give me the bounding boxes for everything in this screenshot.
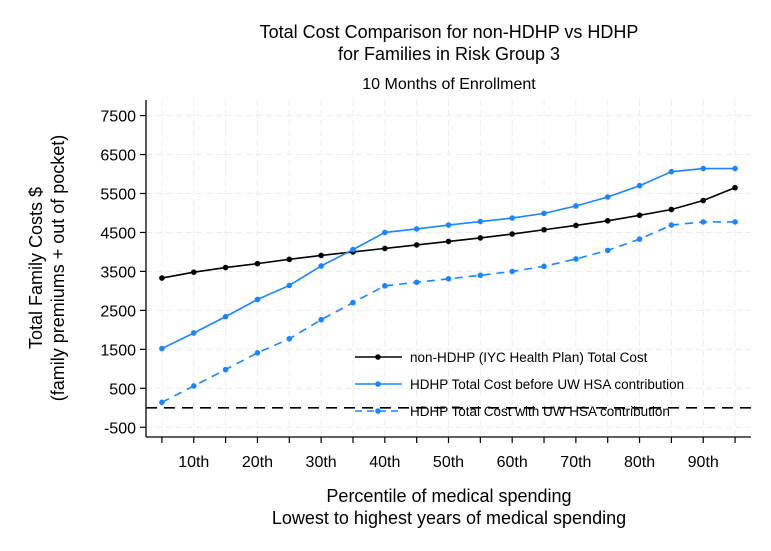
data-point — [445, 222, 452, 228]
x-tick-label: 60th — [497, 454, 528, 471]
legend-entry-hdhp-before-hsa: HDHP Total Cost before UW HSA contributi… — [355, 377, 684, 392]
data-point — [318, 263, 324, 269]
data-point — [413, 226, 420, 232]
y-tick-label: 500 — [109, 381, 136, 398]
data-point — [382, 245, 388, 252]
legend-label-hdhp-before-hsa: HDHP Total Cost before UW HSA contributi… — [410, 377, 684, 392]
data-point — [190, 269, 197, 276]
axes: -500 500 1500 2500 3500 4500 5500 6500 7500 10th 2… — [100, 100, 751, 471]
data-point — [350, 299, 356, 306]
data-point — [509, 215, 515, 221]
legend-entry-non-hdhp: non-HDHP (IYC Health Plan) Total Cost — [355, 350, 648, 365]
data-point — [413, 242, 420, 248]
data-point — [477, 218, 484, 225]
data-point — [732, 165, 738, 172]
y-tick-label: 2500 — [100, 303, 136, 320]
data-point — [541, 226, 547, 233]
data-point — [636, 182, 643, 189]
data-point — [604, 194, 611, 200]
x-tick-label: 40th — [369, 454, 400, 471]
data-point — [700, 197, 707, 204]
x-tick-label: 80th — [624, 454, 655, 471]
data-point — [732, 219, 738, 225]
data-point — [732, 184, 738, 191]
y-tick-label: 3500 — [100, 264, 136, 281]
grid-lines — [146, 100, 751, 437]
y-tick-label: 1500 — [100, 342, 136, 359]
data-point — [190, 330, 197, 336]
data-point — [636, 212, 643, 219]
data-point — [350, 246, 356, 253]
data-point — [477, 272, 484, 279]
data-point — [254, 260, 261, 267]
data-point — [286, 336, 293, 342]
data-point — [222, 264, 229, 271]
x-tick-label: 30th — [306, 454, 337, 471]
y-tick-label: -500 — [104, 420, 136, 437]
x-axis-label-line-1: Percentile of medical spending — [326, 486, 571, 506]
series-1 — [159, 165, 738, 352]
x-tick-label: 20th — [242, 454, 273, 471]
legend-entry-hdhp-with-hsa: HDHP Total Cost with UW HSA contribution — [355, 404, 670, 419]
data-point — [700, 219, 707, 225]
x-tick-label: 10th — [178, 454, 209, 471]
y-tick-label: 6500 — [100, 148, 136, 165]
data-point — [509, 231, 515, 237]
data-point — [286, 282, 293, 289]
chart-title-line-1: Total Cost Comparison for non-HDHP vs HD… — [260, 22, 639, 42]
data-point — [254, 350, 261, 356]
data-point — [541, 210, 547, 217]
legend-label-non-hdhp: non-HDHP (IYC Health Plan) Total Cost — [410, 350, 648, 365]
legend-label-hdhp-with-hsa: HDHP Total Cost with UW HSA contribution — [410, 404, 670, 419]
data-point — [286, 256, 293, 263]
data-point — [318, 252, 324, 259]
data-series — [159, 165, 738, 406]
data-point — [318, 316, 324, 323]
data-point — [159, 345, 165, 352]
data-point — [222, 313, 229, 320]
series-2 — [159, 219, 738, 406]
data-point — [604, 247, 611, 254]
x-axis-label-line-2: Lowest to highest years of medical spend… — [272, 508, 626, 528]
x-tick-label: 50th — [433, 454, 464, 471]
data-point — [222, 366, 229, 373]
data-point — [190, 383, 197, 389]
data-point — [382, 283, 388, 289]
chart-title-line-2: for Families in Risk Group 3 — [338, 44, 560, 64]
data-point — [573, 256, 579, 262]
y-tick-label: 4500 — [100, 225, 136, 242]
data-point — [668, 222, 675, 228]
x-tick-label: 90th — [688, 454, 719, 471]
data-point — [700, 165, 707, 172]
data-point — [668, 168, 675, 175]
chart-subtitle: 10 Months of Enrollment — [362, 76, 536, 93]
y-tick-label: 7500 — [100, 109, 136, 126]
data-point — [159, 275, 165, 281]
data-point — [668, 206, 675, 213]
data-point — [541, 263, 547, 270]
data-point — [159, 399, 165, 406]
y-tick-label: 5500 — [100, 187, 136, 204]
data-point — [573, 203, 579, 209]
x-tick-label: 70th — [560, 454, 591, 471]
data-point — [573, 222, 579, 229]
data-point — [254, 296, 261, 303]
data-point — [445, 238, 452, 245]
data-point — [445, 276, 452, 282]
data-point — [509, 268, 515, 275]
data-point — [604, 217, 611, 224]
data-point — [413, 279, 420, 286]
y-axis-label-line-2: (family premiums + out of pocket) — [48, 135, 68, 402]
data-point — [477, 235, 484, 241]
y-axis-label-line-1: Total Family Costs $ — [26, 187, 46, 349]
data-point — [382, 229, 388, 236]
data-point — [636, 236, 643, 242]
legend: non-HDHP (IYC Health Plan) Total Cost HD… — [355, 350, 684, 419]
